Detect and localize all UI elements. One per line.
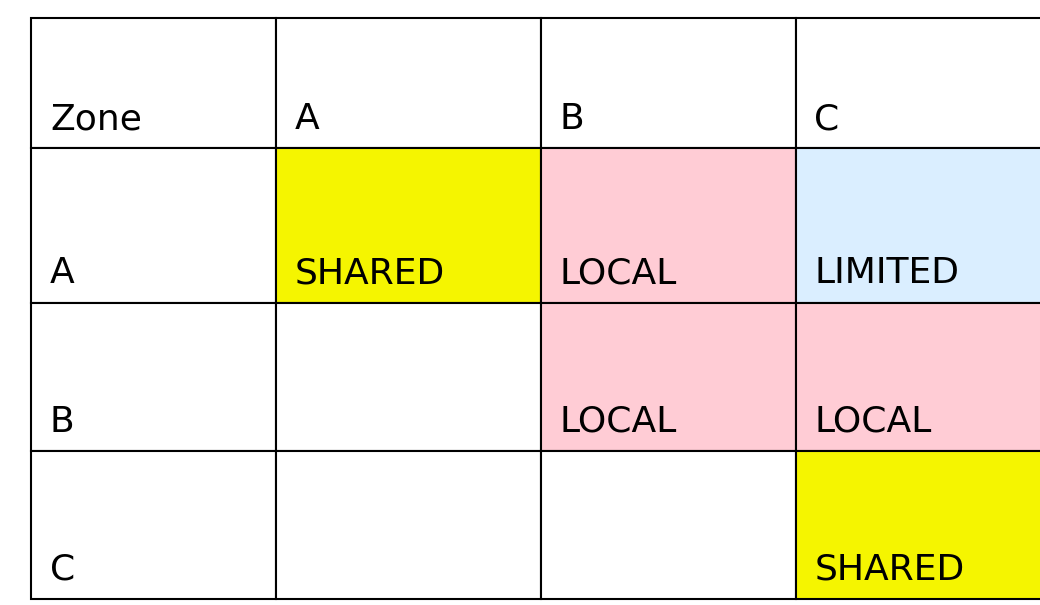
Bar xyxy=(276,451,541,599)
Text: C: C xyxy=(50,553,75,587)
Text: LOCAL: LOCAL xyxy=(814,405,932,439)
Text: SHARED: SHARED xyxy=(294,257,444,290)
Bar xyxy=(31,148,276,302)
Bar xyxy=(276,148,541,302)
Bar xyxy=(796,451,1040,599)
Text: B: B xyxy=(50,405,75,439)
Text: LOCAL: LOCAL xyxy=(560,257,677,290)
Bar xyxy=(541,148,796,302)
Bar xyxy=(541,302,796,451)
Bar xyxy=(796,302,1040,451)
Text: C: C xyxy=(814,102,839,136)
Bar xyxy=(31,451,276,599)
Text: A: A xyxy=(294,102,319,136)
Text: B: B xyxy=(560,102,584,136)
Text: LIMITED: LIMITED xyxy=(814,257,959,290)
Bar xyxy=(796,18,1040,148)
Bar xyxy=(796,148,1040,302)
Bar xyxy=(541,451,796,599)
Bar xyxy=(31,302,276,451)
Text: SHARED: SHARED xyxy=(814,553,964,587)
Bar xyxy=(541,18,796,148)
Bar xyxy=(276,18,541,148)
Bar xyxy=(31,18,276,148)
Bar xyxy=(276,302,541,451)
Text: A: A xyxy=(50,257,75,290)
Text: Zone: Zone xyxy=(50,102,141,136)
Text: LOCAL: LOCAL xyxy=(560,405,677,439)
